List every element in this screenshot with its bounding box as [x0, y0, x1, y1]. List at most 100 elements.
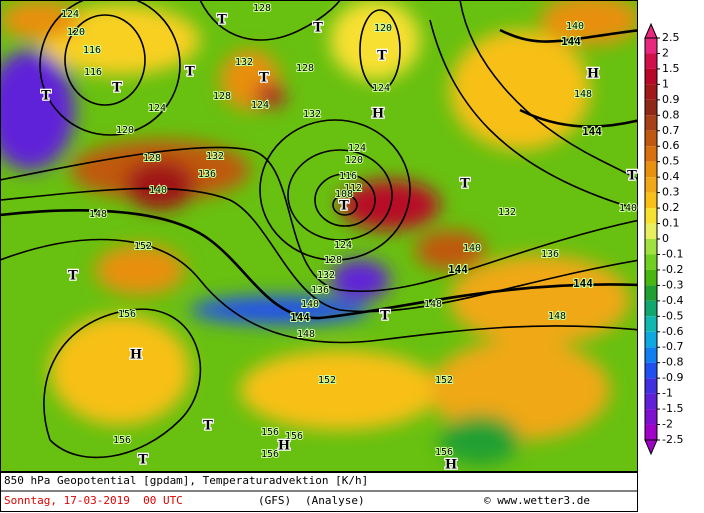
map-frame — [0, 0, 638, 472]
colorbar-segment — [645, 285, 657, 301]
colorbar-label: -1.5 — [662, 402, 683, 415]
contour-label: 144 — [582, 125, 602, 138]
colorbar-segment — [645, 53, 657, 69]
contour-label: 124 — [348, 143, 366, 154]
contour-label: 156 — [261, 449, 279, 460]
colorbar-arrow-bottom — [644, 439, 658, 456]
contour-label: 144 — [561, 35, 581, 48]
contour-label: 156 — [285, 431, 303, 442]
colorbar-label: 2.5 — [662, 31, 680, 44]
contour-label: 120 — [116, 125, 134, 136]
colorbar-label: -0.7 — [662, 340, 683, 353]
contour-label: 140 — [301, 299, 319, 310]
contour-label: 156 — [435, 447, 453, 458]
colorbar-segment — [645, 378, 657, 394]
contour-label: 116 — [83, 45, 101, 56]
contour-label: 120 — [67, 27, 85, 38]
colorbar-label: 0.1 — [662, 217, 680, 230]
colorbar-label: -2 — [662, 418, 673, 431]
contour-label: 116 — [84, 67, 102, 78]
contour-label: 124 — [372, 83, 390, 94]
contour-label: 136 — [311, 285, 329, 296]
colorbar-segment — [645, 424, 657, 440]
contour-label: 132 — [206, 151, 224, 162]
colorbar-segment — [645, 84, 657, 100]
contour-label: 132 — [317, 270, 335, 281]
colorbar-label: 0.9 — [662, 93, 680, 106]
contour-label: 148 — [548, 311, 566, 322]
contour-label: 128 — [213, 91, 231, 102]
colorbar-label: 1.5 — [662, 62, 680, 75]
colorbar-label: -0.3 — [662, 278, 683, 291]
colorbar-label: 0.7 — [662, 124, 680, 137]
pressure-center: T — [217, 13, 227, 28]
contour-label: 136 — [541, 249, 559, 260]
colorbar-label: 0.8 — [662, 108, 680, 121]
colorbar-label: -0.5 — [662, 309, 683, 322]
colorbar-segment — [645, 362, 657, 379]
pressure-center: T — [627, 169, 637, 184]
colorbar-segment — [645, 300, 657, 317]
colorbar-segment — [645, 254, 657, 270]
contour-label: 112 — [344, 183, 362, 194]
colorbar-label: -0.8 — [662, 356, 683, 369]
footer-frame — [0, 472, 638, 512]
pressure-center: T — [380, 309, 390, 324]
contour-label: 152 — [134, 241, 152, 252]
contour-label: 120 — [374, 23, 392, 34]
colorbar-segment — [645, 409, 657, 425]
contour-label: 148 — [424, 299, 442, 310]
colorbar-segment — [645, 316, 657, 332]
colorbar-segment — [645, 347, 657, 363]
colorbar-segment — [645, 161, 657, 178]
contour-label: 128 — [253, 3, 271, 14]
pressure-center: T — [112, 81, 122, 96]
colorbar-label: -0.4 — [662, 294, 683, 307]
contour-label: 144 — [573, 277, 593, 290]
contour-label: 152 — [318, 375, 336, 386]
pressure-center: T — [313, 21, 323, 36]
pressure-center: T — [185, 65, 195, 80]
contour-label: 124 — [251, 100, 269, 111]
pressure-center: H — [130, 348, 142, 363]
colorbar-segment — [645, 331, 657, 348]
pressure-center: T — [339, 199, 349, 214]
contour-label: 144 — [448, 263, 468, 276]
footer-model: (GFS) — [258, 494, 291, 507]
pressure-center: T — [68, 269, 78, 284]
colorbar-segment — [645, 208, 657, 224]
colorbar-label: 1 — [662, 77, 669, 90]
contour-label: 124 — [148, 103, 166, 114]
contour-label: 140 — [619, 203, 637, 214]
pressure-center: T — [460, 177, 470, 192]
contour-label: 124 — [61, 9, 79, 20]
contour-label: 148 — [297, 329, 315, 340]
colorbar-label: 0.6 — [662, 139, 680, 152]
colorbar-label: -0.9 — [662, 371, 683, 384]
contour-label: 156 — [113, 435, 131, 446]
colorbar-segment — [645, 146, 657, 162]
pressure-center: T — [377, 49, 387, 64]
colorbar-label: 0.3 — [662, 186, 680, 199]
advection-field — [0, 0, 638, 465]
pressure-center: T — [259, 71, 269, 86]
contour-label: 156 — [261, 427, 279, 438]
colorbar-label: -0.2 — [662, 263, 683, 276]
colorbar-label: -0.6 — [662, 325, 683, 338]
pressure-center: H — [445, 458, 457, 473]
colorbar-segment — [645, 192, 657, 209]
pressure-center: H — [278, 439, 290, 454]
contour-label: 148 — [574, 89, 592, 100]
contour-label: 128 — [143, 153, 161, 164]
pressure-center: T — [41, 89, 51, 104]
colorbar-label: 0.4 — [662, 170, 680, 183]
contour-label: 132 — [303, 109, 321, 120]
colorbar-segment — [645, 239, 657, 255]
colorbar-segment — [645, 130, 657, 147]
contour-label: 140 — [566, 21, 584, 32]
contour-label: 128 — [324, 255, 342, 266]
colorbar-segment — [645, 99, 657, 116]
contour-label: 156 — [118, 309, 136, 320]
contour-label: 108 — [335, 189, 353, 200]
